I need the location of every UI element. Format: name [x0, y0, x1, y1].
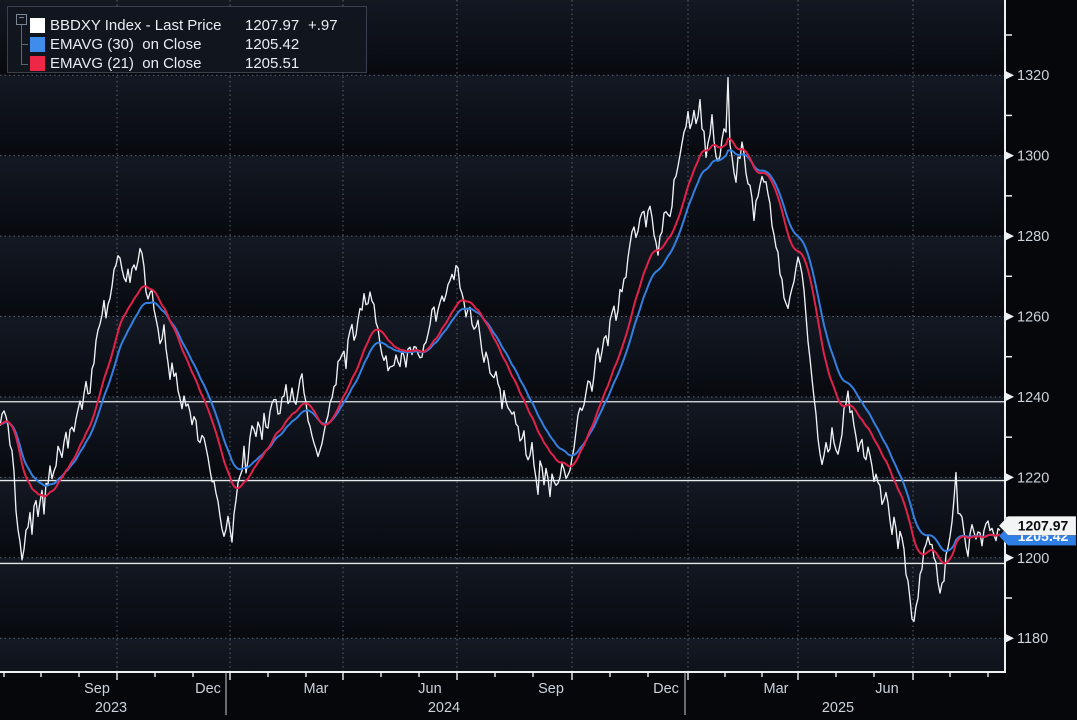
y-tick-arrow-icon	[1005, 70, 1014, 80]
background-band	[0, 557, 1005, 639]
legend-value: 1207.97	[245, 17, 300, 34]
y-tick-arrow-icon	[1005, 151, 1014, 161]
background-band	[0, 477, 1005, 558]
y-tick-label: 1280	[1017, 229, 1049, 245]
y-tick-label: 1320	[1017, 68, 1049, 84]
legend-label: BBDXY Index - Last Price	[50, 17, 222, 34]
x-month-label: Mar	[304, 681, 329, 697]
background-bands	[0, 0, 1005, 672]
emavg21-swatch	[30, 56, 45, 71]
last-price-swatch	[30, 18, 45, 33]
last-price-badge-text: 1207.97	[1018, 518, 1069, 534]
y-tick-label: 1200	[1017, 551, 1049, 567]
last-price-badge-shape	[998, 515, 1077, 536]
x-year-label: 2023	[95, 700, 127, 716]
legend-change: +.97	[308, 17, 338, 34]
legend-tree-stub	[21, 64, 28, 65]
y-tick-label: 1240	[1017, 390, 1049, 406]
y-tick-label: 1300	[1017, 149, 1049, 165]
y-tick-label: 1220	[1017, 470, 1049, 486]
y-tick-arrow-icon	[1005, 553, 1014, 563]
x-month-label: Sep	[538, 681, 564, 697]
last-price-line	[0, 76, 1001, 622]
y-tick-label: 1260	[1017, 309, 1049, 325]
y-tick-arrow-icon	[1005, 392, 1014, 402]
background-band	[0, 75, 1005, 156]
legend-value: 1205.51	[245, 55, 300, 72]
legend-value: 1205.42	[245, 36, 300, 53]
y-tick-arrow-icon	[1005, 231, 1014, 241]
background-band	[0, 638, 1005, 672]
emavg21-line	[0, 137, 1001, 565]
legend-label: EMAVG (21) on Close	[50, 55, 202, 72]
emavg30-swatch	[30, 37, 45, 52]
y-tick-label: 1180	[1017, 631, 1048, 647]
background-band	[0, 155, 1005, 237]
x-month-label: Dec	[653, 681, 679, 697]
chart-legend-panel: − BBDXY Index - Last Price 1207.97 +.97 …	[7, 6, 367, 73]
background-band	[0, 396, 1005, 478]
background-band	[0, 236, 1005, 317]
legend-collapse-box[interactable]: −	[16, 14, 27, 25]
x-month-label: Sep	[84, 681, 110, 697]
legend-label: EMAVG (30) on Close	[50, 36, 202, 53]
series-layer	[0, 76, 1001, 622]
y-tick-arrow-icon	[1005, 311, 1014, 321]
x-month-label: Jun	[875, 681, 898, 697]
last-price-badge: 1207.97	[998, 515, 1077, 536]
x-month-label: Jun	[418, 681, 441, 697]
x-month-label: Dec	[195, 681, 221, 697]
y-tick-arrow-icon	[1005, 633, 1014, 643]
x-year-label: 2024	[428, 700, 460, 716]
x-year-label: 2025	[822, 700, 854, 716]
y-tick-arrow-icon	[1005, 472, 1014, 482]
legend-tree-stub	[21, 44, 28, 45]
x-month-label: Mar	[764, 681, 789, 697]
